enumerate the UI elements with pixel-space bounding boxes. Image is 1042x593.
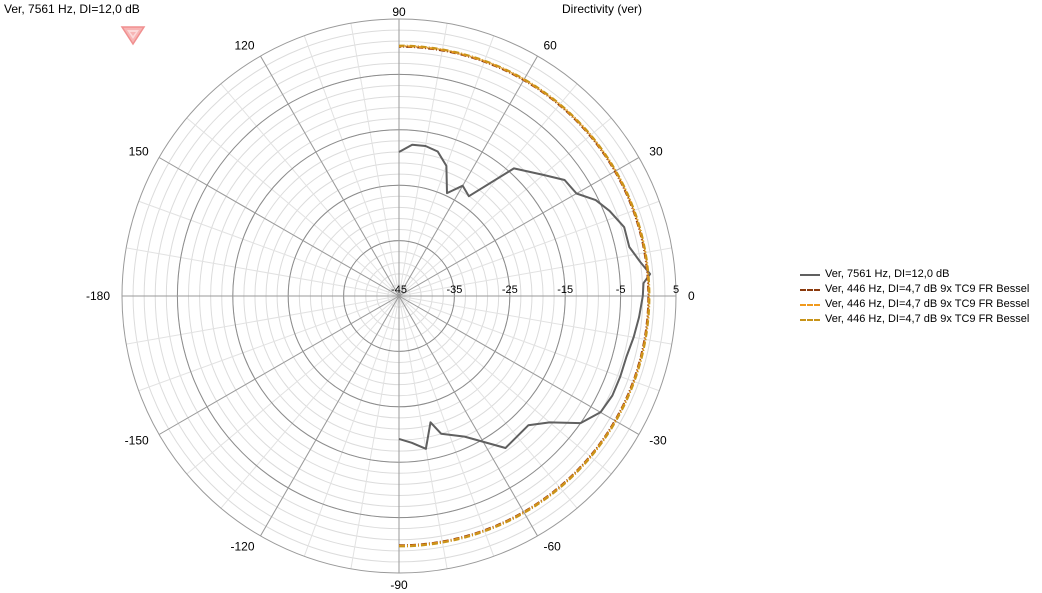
legend-label: Ver, 446 Hz, DI=4,7 dB 9x TC9 FR Bessel [825,283,1030,295]
major-grid-spoke [398,55,538,297]
angle-tick-label: 30 [649,145,663,159]
angle-tick-label: -30 [649,434,667,448]
radial-tick-label: -35 [446,284,462,296]
minor-grid-spoke [186,295,400,475]
polar-chart: 90 60 30 0 -30 -60 -90 -120 -150 -180 150 120 -45 -3… [86,5,695,592]
minor-grid-spoke [138,295,400,392]
legend-label: Ver, 446 Hz, DI=4,7 dB 9x TC9 FR Bessel [825,298,1030,310]
minor-grid-spoke [126,247,400,297]
angle-spokes [122,19,676,573]
minor-grid-spoke [350,23,400,297]
radial-tick-label: -15 [557,284,573,296]
legend-item: Ver, 446 Hz, DI=4,7 dB 9x TC9 FR Bessel [800,312,1029,327]
heart-shield-logo-icon [120,26,146,46]
legend-label: Ver, 7561 Hz, DI=12,0 dB [825,268,950,280]
minor-grid-spoke [398,23,448,297]
series-line-3 [399,44,651,548]
chart-subtitle: Directivity (ver) [562,2,642,16]
radial-tick-label: -45 [391,284,407,296]
minor-grid-spoke [220,295,400,509]
radial-tick-label: -25 [502,284,518,296]
angle-tick-label: 150 [129,145,149,159]
minor-grid-spoke [398,117,612,297]
angle-tick-label: -90 [390,578,408,592]
angle-tick-label: -120 [230,539,254,553]
minor-grid-spoke [398,83,578,297]
minor-grid-spoke [398,295,578,509]
legend-item: Ver, 7561 Hz, DI=12,0 dB [800,267,1029,282]
legend-swatch [800,288,820,291]
series-layer [398,44,652,548]
legend-item: Ver, 446 Hz, DI=4,7 dB 9x TC9 FR Bessel [800,297,1029,312]
minor-grid-spoke [398,295,660,392]
minor-grid-spoke [398,295,612,475]
minor-grid-spoke [138,200,400,297]
angle-tick-label: 120 [234,39,254,53]
minor-grid-spoke [350,295,400,569]
major-grid-spoke [398,295,640,435]
angle-labels: 90 60 30 0 -30 -60 -90 -120 -150 -180 150 120 [86,5,695,592]
minor-grid-spoke [398,295,448,569]
major-grid-spoke [158,157,400,297]
angle-tick-label: 0 [688,289,695,303]
legend-swatch [800,318,820,321]
angle-tick-label: -180 [86,289,110,303]
radial-tick-label: 5 [673,284,679,296]
legend-label: Ver, 446 Hz, DI=4,7 dB 9x TC9 FR Bessel [825,313,1030,325]
major-grid-spoke [260,55,400,297]
angle-tick-label: -150 [125,434,149,448]
angle-tick-label: -60 [544,539,562,553]
angle-tick-label: 90 [392,5,406,19]
minor-grid-spoke [398,247,672,297]
chart-title: Ver, 7561 Hz, DI=12,0 dB [4,2,140,16]
radial-labels: -45 -35 -25 -15 -5 5 [391,284,679,296]
minor-grid-spoke [220,83,400,297]
major-grid-spoke [260,295,400,537]
minor-grid-spoke [398,295,495,557]
minor-grid-spoke [126,295,400,345]
radial-tick-label: -5 [616,284,626,296]
angle-tick-label: 60 [544,39,558,53]
legend-item: Ver, 446 Hz, DI=4,7 dB 9x TC9 FR Bessel [800,282,1029,297]
legend-swatch [800,303,820,306]
minor-grid-spoke [303,295,400,557]
minor-grid-spoke [186,117,400,297]
minor-grid-spoke [398,295,672,345]
minor-grid-spoke [303,35,400,297]
major-grid-spoke [398,157,640,297]
legend: Ver, 7561 Hz, DI=12,0 dB Ver, 446 Hz, DI… [800,267,1029,327]
series-line-2 [398,45,650,547]
major-grid-spoke [158,295,400,435]
major-grid-spoke [398,295,538,537]
legend-swatch [800,273,820,276]
